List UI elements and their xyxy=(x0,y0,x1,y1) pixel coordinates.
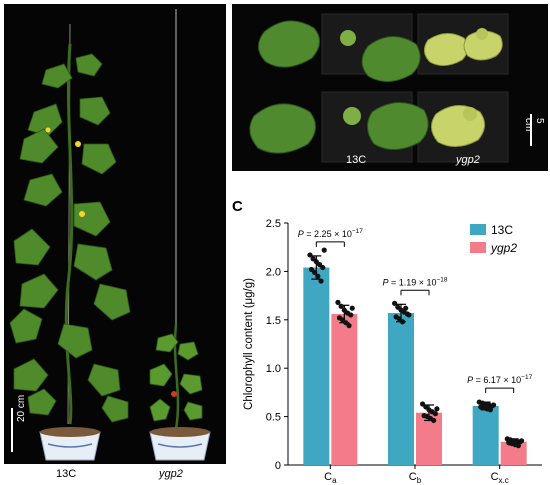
data-point xyxy=(490,402,497,408)
seedling-photo-illustration xyxy=(232,4,548,171)
data-point xyxy=(487,407,493,413)
y-tick-label: 2.0 xyxy=(266,266,281,278)
data-point xyxy=(346,323,352,329)
bar-13C xyxy=(303,267,330,465)
bar-ygp2 xyxy=(331,313,358,465)
data-point xyxy=(431,417,437,424)
panel-a-label-ygp2: ygp2 xyxy=(159,468,183,480)
data-point xyxy=(403,305,409,311)
p-value-annotation: P = 1.19 × 10−18 xyxy=(382,276,447,287)
data-point xyxy=(434,406,440,412)
data-point xyxy=(432,411,438,417)
legend-swatch-ygp2 xyxy=(470,242,486,253)
data-point xyxy=(321,247,327,253)
y-tick-label: 1.5 xyxy=(266,315,281,327)
x-tick-label: Cb xyxy=(409,471,422,485)
data-point xyxy=(312,269,318,275)
x-tick-label: Ca xyxy=(324,471,337,485)
data-point xyxy=(392,300,398,306)
data-point xyxy=(406,312,412,318)
data-point xyxy=(518,438,525,444)
panel-b-label-13C: 13C xyxy=(346,154,367,166)
panel-c-letter: C xyxy=(232,198,243,215)
data-point xyxy=(338,303,344,309)
x-tick-label: Cx.c xyxy=(491,471,509,485)
data-point xyxy=(515,443,521,449)
data-point xyxy=(348,312,354,318)
data-point xyxy=(399,319,406,325)
bar-ygp2 xyxy=(416,412,442,465)
y-axis-label: Chlorophyll content (μg/g) xyxy=(243,278,255,410)
legend-label-13C: 13C xyxy=(491,223,513,237)
pot-13C xyxy=(39,427,101,461)
y-tick-label: 0 xyxy=(275,460,281,472)
bar-13C xyxy=(388,313,414,465)
panel-b-photo: 13C ygp2 5 cm xyxy=(232,4,548,171)
panel-a-label-13C: 13C xyxy=(56,468,77,480)
panel-b-label-ygp2: ygp2 xyxy=(456,154,480,166)
legend-label-ygp2: ygp2 xyxy=(490,241,517,255)
data-point xyxy=(318,278,324,284)
data-point xyxy=(315,273,321,279)
data-point xyxy=(307,252,313,258)
pot-ygp2 xyxy=(149,427,211,461)
p-value-annotation: P = 2.25 × 10−17 xyxy=(298,228,363,239)
data-point xyxy=(349,305,355,311)
y-tick-label: 0.5 xyxy=(266,412,281,424)
p-value-annotation: P = 6.17 × 10−17 xyxy=(467,374,532,385)
plant-photo-illustration xyxy=(4,4,226,464)
bar-13C xyxy=(472,405,499,465)
legend-swatch-13C xyxy=(470,224,486,235)
y-tick-label: 2.5 xyxy=(266,218,281,230)
panel-a-photo: 20 cm xyxy=(4,4,226,464)
scale-bar-b-label: 5 cm xyxy=(523,118,545,132)
bar-ygp2 xyxy=(500,441,527,465)
chlorophyll-chart: 0 0.5 1.0 1.5 2.0 2.5 Chlorophyll content (μg/… xyxy=(243,218,542,485)
data-point xyxy=(335,299,341,305)
scale-bar-a-label: 20 cm xyxy=(16,394,27,422)
y-tick-label: 1.0 xyxy=(266,363,281,375)
data-point xyxy=(320,264,326,271)
